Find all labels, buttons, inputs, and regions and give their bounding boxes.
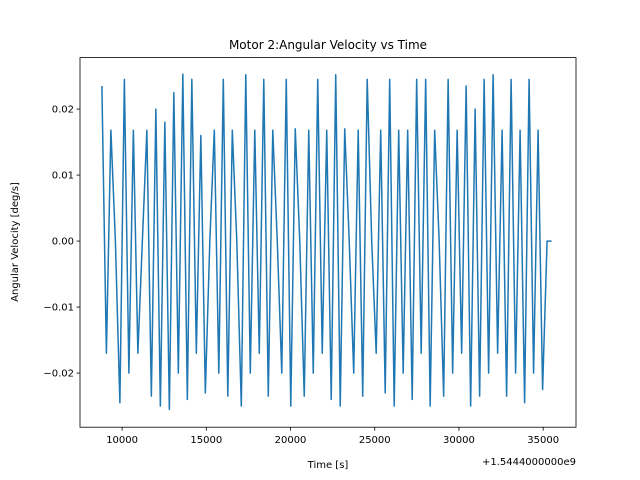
y-axis-label: Angular Velocity [deg/s] [10,182,21,302]
x-tick-label: 20000 [275,435,307,446]
x-tick-label: 35000 [527,435,559,446]
x-axis-label: Time [s] [307,460,349,471]
x-tick-label: 30000 [443,435,475,446]
y-tick-label: 0.00 [52,237,74,248]
y-tick-label: −0.01 [43,303,74,314]
x-tick-label: 10000 [106,435,138,446]
data-line [101,73,552,411]
x-offset-label: +1.5444000000e9 [482,457,576,468]
chart-title: Motor 2:Angular Velocity vs Time [229,38,427,52]
plot-frame [79,57,577,428]
y-tick-label: 0.02 [52,105,74,116]
x-tick-label: 25000 [359,435,391,446]
y-tick-label: −0.02 [43,369,74,380]
x-tick-label: 15000 [190,435,222,446]
y-tick-label: 0.01 [52,171,74,182]
